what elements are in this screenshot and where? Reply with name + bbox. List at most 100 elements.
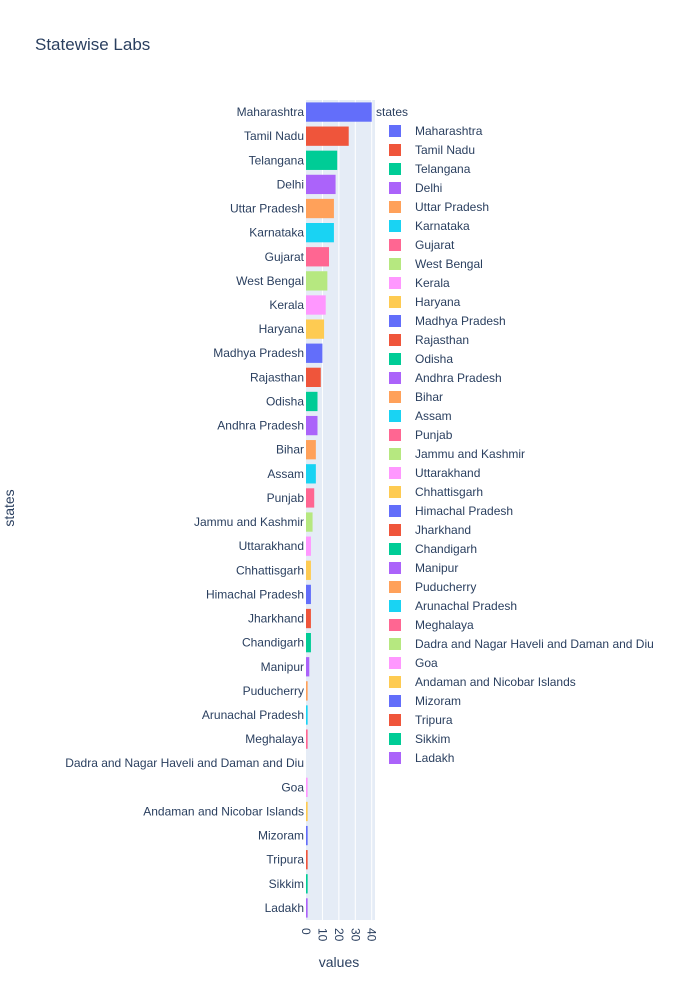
legend-label: Uttar Pradesh [415, 200, 489, 214]
x-axis-title: values [319, 954, 359, 970]
bar [306, 464, 316, 484]
legend-swatch [389, 144, 401, 156]
bar [306, 560, 311, 580]
y-tick-label: Ladakh [265, 901, 304, 915]
legend-swatch [389, 752, 401, 764]
bar [306, 102, 372, 122]
legend-swatch [389, 733, 401, 745]
legend-item: Tamil Nadu [389, 143, 475, 157]
y-tick-label: Delhi [277, 177, 304, 191]
y-tick-label: Jammu and Kashmir [194, 515, 304, 529]
legend-swatch [389, 182, 401, 194]
legend-label: Andaman and Nicobar Islands [415, 675, 576, 689]
legend: Maharashtra Tamil Nadu Telangana Delhi Uttar… [389, 124, 654, 765]
legend-label: Assam [415, 409, 452, 423]
legend-label: Kerala [415, 276, 450, 290]
y-tick-label: Tamil Nadu [244, 129, 304, 143]
bar [306, 850, 308, 870]
legend-label: Dadra and Nagar Haveli and Daman and Diu [415, 637, 654, 651]
legend-item: Assam [389, 409, 452, 423]
legend-swatch [389, 505, 401, 517]
bar [306, 801, 308, 822]
plot-layer: 0 10 20 30 40 Maharashtra Tamil Nadu Telangana D… [65, 100, 379, 942]
legend-label: Ladakh [415, 751, 454, 765]
legend-swatch [389, 277, 401, 289]
legend-item: Rajasthan [389, 333, 469, 347]
bar [306, 777, 308, 797]
legend-label: Goa [415, 656, 438, 670]
legend-swatch [389, 334, 401, 346]
bar [306, 705, 308, 725]
bar [306, 536, 311, 556]
legend-label: Odisha [415, 352, 453, 366]
legend-label: Gujarat [415, 238, 455, 252]
legend-item: Arunachal Pradesh [389, 599, 517, 613]
y-tick-label: Himachal Pradesh [206, 587, 304, 601]
legend-swatch [389, 543, 401, 555]
legend-swatch [389, 524, 401, 536]
legend-item: Andhra Pradesh [389, 371, 502, 385]
y-tick-label: Gujarat [265, 250, 305, 264]
x-tick-label: 20 [332, 928, 346, 942]
legend-swatch [389, 581, 401, 593]
bar [306, 440, 316, 460]
legend-swatch [389, 562, 401, 574]
y-tick-label: Sikkim [269, 877, 304, 891]
legend-item: Goa [389, 656, 438, 670]
bar [306, 391, 318, 412]
y-tick-label: Kerala [269, 298, 304, 312]
legend-label: Sikkim [415, 732, 450, 746]
legend-label: Haryana [415, 295, 461, 309]
legend-swatch [389, 239, 401, 251]
legend-swatch [389, 714, 401, 726]
bar [306, 247, 329, 267]
legend-item: Mizoram [389, 694, 461, 708]
legend-item: Dadra and Nagar Haveli and Daman and Diu [389, 637, 654, 651]
bar [306, 174, 336, 195]
y-tick-label: West Bengal [236, 274, 304, 288]
legend-label: Jharkhand [415, 523, 471, 537]
legend-label: Chandigarh [415, 542, 477, 556]
y-tick-label: Dadra and Nagar Haveli and Daman and Diu [65, 756, 304, 770]
bar [306, 633, 311, 653]
legend-label: Punjab [415, 428, 453, 442]
legend-label: Arunachal Pradesh [415, 599, 517, 613]
legend-label: Chhattisgarh [415, 485, 483, 499]
legend-swatch [389, 353, 401, 365]
legend-label: Mizoram [415, 694, 461, 708]
y-tick-label: Tripura [266, 853, 304, 867]
bar [306, 343, 323, 363]
x-tick-label: 40 [365, 928, 379, 942]
legend-item: Andaman and Nicobar Islands [389, 675, 576, 689]
y-tick-label: Maharashtra [237, 105, 305, 119]
legend-label: Meghalaya [415, 618, 474, 632]
legend-label: Tripura [415, 713, 453, 727]
y-axis-title: states [1, 489, 17, 526]
legend-item: Jharkhand [389, 523, 471, 537]
y-tick-label: Telangana [249, 153, 305, 167]
x-tick-label: 30 [348, 928, 362, 942]
y-tick-label: Karnataka [249, 226, 304, 240]
legend-label: Puducherry [415, 580, 476, 594]
legend-swatch [389, 410, 401, 422]
legend-item: Bihar [389, 390, 443, 404]
y-tick-label: Assam [267, 467, 304, 481]
legend-item: Himachal Pradesh [389, 504, 513, 518]
y-tick-label: Puducherry [243, 684, 304, 698]
legend-item: Maharashtra [389, 124, 483, 138]
y-tick-label: Haryana [259, 322, 305, 336]
legend-item: Chandigarh [389, 542, 477, 556]
x-tick-label: 0 [299, 928, 313, 935]
legend-swatch [389, 258, 401, 270]
legend-swatch [389, 467, 401, 479]
legend-swatch [389, 676, 401, 688]
bar [306, 898, 308, 918]
y-tick-label: Chandigarh [242, 636, 304, 650]
bar [306, 319, 325, 339]
legend-swatch [389, 486, 401, 498]
y-tick-label: Punjab [267, 491, 305, 505]
legend-label: Telangana [415, 162, 471, 176]
y-tick-label: Manipur [261, 660, 304, 674]
bar [306, 729, 308, 749]
legend-swatch [389, 638, 401, 650]
